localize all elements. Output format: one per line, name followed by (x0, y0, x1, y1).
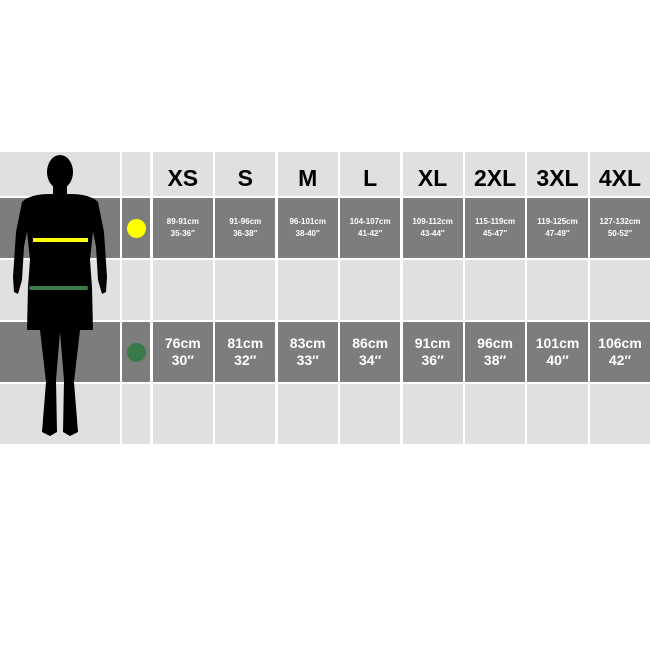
measure-cell: 86cm 34″ (340, 322, 401, 382)
measure-cell (152, 384, 213, 444)
waist-inches: 36″ (421, 352, 444, 368)
size-label: 4XL (598, 164, 642, 191)
body-silhouette-icon (13, 155, 107, 436)
measure-cell: 106cm 42″ (589, 322, 650, 382)
measure-cell: 89-91cm 35-36″ (152, 198, 213, 258)
size-label: 3XL (536, 164, 579, 191)
size-header: 2XL (465, 152, 526, 196)
chest-inches: 47-49″ (545, 229, 570, 238)
size-header: XL (402, 152, 463, 196)
chest-cm: 104-107cm (349, 217, 391, 226)
chest-cm: 89-91cm (166, 217, 199, 226)
waist-measure-line (29, 286, 88, 290)
measure-cell (465, 260, 526, 320)
chest-cm: 109-112cm (412, 217, 453, 226)
measure-cell (277, 384, 338, 444)
chest-inches: 35-36″ (170, 229, 195, 238)
waist-inches: 33″ (296, 352, 319, 368)
measure-cell (277, 260, 338, 320)
marker-cell (122, 384, 151, 444)
measure-cell: 109-112cm 43-44″ (402, 198, 463, 258)
measure-cell: 119-125cm 47-49″ (527, 198, 588, 258)
chest-inches: 38-40″ (295, 229, 320, 238)
size-header: L (340, 152, 401, 196)
measure-cell: 76cm 30″ (152, 322, 213, 382)
measure-cell (215, 384, 276, 444)
chest-cm: 96-101cm (289, 217, 326, 226)
chest-inches: 50-52″ (607, 229, 633, 238)
chest-inches: 41-42″ (358, 229, 383, 238)
waist-cm: 86cm (352, 335, 389, 351)
measure-cell: 101cm 40″ (527, 322, 588, 382)
measure-cell: 96cm 38″ (465, 322, 526, 382)
waist-cm: 96cm (477, 335, 513, 351)
measure-cell: 83cm 33″ (277, 322, 338, 382)
waist-marker-dot-icon (126, 342, 146, 362)
measure-cell (215, 260, 276, 320)
size-label: S (237, 164, 253, 191)
measure-cell (589, 384, 650, 444)
measure-cell: 127-132cm 50-52″ (589, 198, 650, 258)
waist-cm: 106cm (598, 335, 642, 351)
waist-inches: 38″ (483, 352, 507, 368)
size-header: M (277, 152, 338, 196)
waist-inches: 34″ (359, 352, 382, 368)
chest-cm: 91-96cm (229, 217, 262, 226)
measure-cell (152, 260, 213, 320)
marker-cell (122, 322, 151, 382)
size-label: M (298, 164, 318, 191)
measure-cell (340, 384, 401, 444)
waist-inches: 32″ (234, 352, 257, 368)
chest-cm: 127-132cm (599, 217, 641, 226)
chest-inches: 43-44″ (420, 229, 445, 238)
measure-cell: 91cm 36″ (402, 322, 463, 382)
chest-cm: 115-119cm (475, 217, 516, 226)
chest-marker-dot-icon (126, 218, 146, 238)
measure-cell (527, 384, 588, 444)
size-label: XL (417, 164, 448, 191)
measure-cell: 115-119cm 45-47″ (465, 198, 526, 258)
waist-inches: 30″ (171, 352, 194, 368)
size-label: 2XL (473, 164, 517, 191)
measure-cell: 81cm 32″ (215, 322, 276, 382)
figure-cell (0, 384, 120, 444)
chest-measure-line (33, 238, 88, 242)
marker-cell (122, 152, 151, 196)
size-header: 4XL (589, 152, 650, 196)
chest-inches: 45-47″ (482, 229, 508, 238)
size-header: S (215, 152, 276, 196)
measure-cell: 104-107cm 41-42″ (340, 198, 401, 258)
size-header: XS (152, 152, 213, 196)
waist-cm: 101cm (535, 335, 580, 351)
waist-inches: 40″ (546, 352, 569, 368)
measure-cell (402, 260, 463, 320)
waist-cm: 76cm (164, 335, 201, 351)
measure-cell (465, 384, 526, 444)
waist-cm: 83cm (289, 335, 326, 351)
size-label: XS (167, 164, 199, 191)
size-header: 3XL (527, 152, 588, 196)
measure-cell: 91-96cm 36-38″ (215, 198, 276, 258)
chest-cm: 119-125cm (537, 217, 578, 226)
size-label: L (363, 164, 378, 191)
measure-cell: 96-101cm 38-40″ (277, 198, 338, 258)
chest-inches: 36-38″ (233, 229, 258, 238)
waist-cm: 81cm (227, 335, 264, 351)
measure-cell (340, 260, 401, 320)
waist-inches: 42″ (608, 352, 632, 368)
waist-cm: 91cm (414, 335, 451, 351)
measure-cell (402, 384, 463, 444)
size-chart-table: XS S M L XL 2XL 3XL 4XL 89-91cm 35-36″ 91-96cm 36-3… (0, 152, 650, 444)
measure-cell (589, 260, 650, 320)
marker-cell (122, 198, 151, 258)
measure-cell (527, 260, 588, 320)
marker-cell (122, 260, 151, 320)
